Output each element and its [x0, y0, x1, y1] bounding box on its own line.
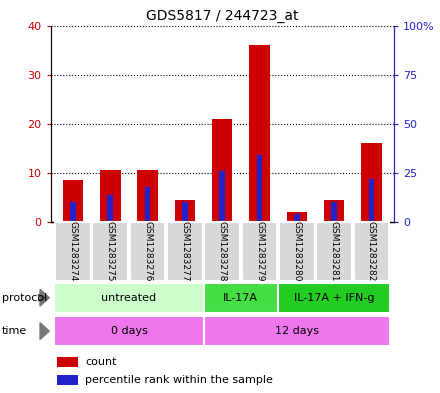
Bar	[204, 316, 390, 346]
Bar	[204, 283, 278, 313]
Bar	[242, 222, 277, 281]
Bar	[70, 202, 76, 222]
Text: GSM1283279: GSM1283279	[255, 221, 264, 282]
Bar	[331, 202, 337, 222]
Text: IL-17A: IL-17A	[224, 293, 258, 303]
Bar	[279, 222, 315, 281]
Bar	[54, 283, 204, 313]
Text: IL-17A + IFN-g: IL-17A + IFN-g	[294, 293, 374, 303]
Bar	[92, 222, 128, 281]
Text: protocol: protocol	[2, 293, 48, 303]
Bar	[220, 171, 225, 222]
Text: GSM1283277: GSM1283277	[180, 221, 189, 282]
Bar	[58, 375, 78, 385]
Bar	[182, 202, 188, 222]
Bar	[145, 187, 150, 222]
Bar	[55, 222, 91, 281]
Bar	[58, 357, 78, 367]
Polygon shape	[40, 289, 49, 306]
Bar	[54, 316, 204, 346]
Bar	[63, 180, 83, 222]
Text: GSM1283275: GSM1283275	[106, 221, 115, 282]
Bar	[286, 212, 307, 222]
Bar	[204, 222, 240, 281]
Bar	[369, 179, 374, 222]
Text: untreated: untreated	[101, 293, 157, 303]
Bar	[353, 222, 389, 281]
Bar	[294, 214, 300, 222]
Bar	[324, 200, 345, 222]
Bar	[107, 195, 113, 222]
Polygon shape	[40, 323, 49, 340]
Title: GDS5817 / 244723_at: GDS5817 / 244723_at	[146, 9, 298, 23]
Bar	[278, 283, 390, 313]
Bar	[100, 171, 121, 222]
Text: GSM1283278: GSM1283278	[218, 221, 227, 282]
Text: GSM1283276: GSM1283276	[143, 221, 152, 282]
Text: GSM1283280: GSM1283280	[292, 221, 301, 282]
Bar	[249, 45, 270, 222]
Text: 12 days: 12 days	[275, 326, 319, 336]
Bar	[257, 155, 262, 222]
Text: count: count	[85, 357, 117, 367]
Text: GSM1283281: GSM1283281	[330, 221, 339, 282]
Text: GSM1283274: GSM1283274	[69, 221, 77, 282]
Bar	[130, 222, 165, 281]
Bar	[175, 200, 195, 222]
Bar	[212, 119, 232, 222]
Bar	[361, 143, 381, 222]
Bar	[137, 171, 158, 222]
Text: time: time	[2, 326, 27, 336]
Text: GSM1283282: GSM1283282	[367, 221, 376, 282]
Text: percentile rank within the sample: percentile rank within the sample	[85, 375, 273, 385]
Bar	[167, 222, 203, 281]
Bar	[316, 222, 352, 281]
Text: 0 days: 0 days	[110, 326, 147, 336]
